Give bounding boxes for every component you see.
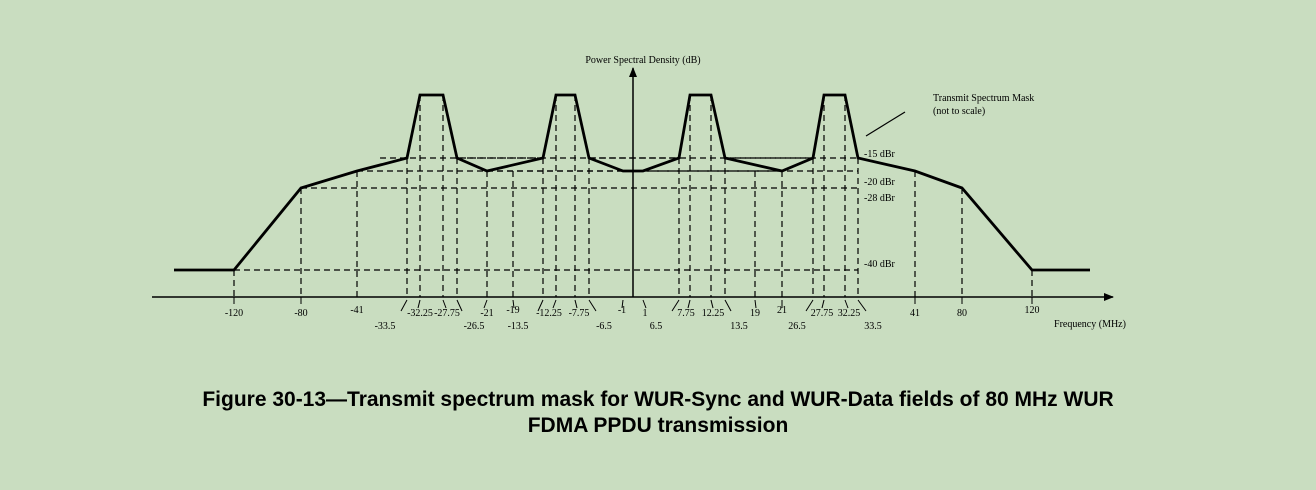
tick-label: -19 — [506, 305, 519, 316]
dashed-guides — [233, 95, 1033, 297]
tick-labels: -120 -80 -41 -33.5 -32.25 -27.75 -26.5 -21 -19 -1… — [225, 305, 1040, 332]
tick-label: -120 — [225, 308, 243, 319]
tick-label: 26.5 — [788, 321, 806, 332]
spectrum-mask-diagram: -120 -80 -41 -33.5 -32.25 -27.75 -26.5 -21 -19 -1… — [152, 55, 1126, 332]
tick-label: -13.5 — [508, 321, 529, 332]
tick-label: -80 — [294, 308, 307, 319]
tick-label: 7.75 — [677, 308, 695, 319]
tick-leader-10 — [574, 299, 578, 309]
tick-label: -27.75 — [434, 308, 460, 319]
tick-label: 21 — [777, 305, 787, 316]
tick-label: 41 — [910, 308, 920, 319]
tick-leader-20 — [805, 299, 814, 312]
y-axis-label: Power Spectral Density (dB) — [585, 55, 700, 66]
annotation-pointer — [865, 111, 906, 137]
tick-label: -6.5 — [596, 321, 612, 332]
tick-leader-13 — [642, 299, 647, 309]
tick-leader-21 — [821, 299, 825, 309]
level-label-20: -20 dBr — [864, 177, 896, 188]
tick-leader-4 — [442, 299, 447, 309]
tick-leader-2 — [400, 299, 408, 312]
tick-label: 27.75 — [811, 308, 834, 319]
tick-leader-3 — [417, 299, 421, 309]
tick-leader-14 — [671, 299, 680, 312]
tick-leader-11 — [588, 299, 597, 312]
tick-label: 33.5 — [864, 321, 882, 332]
mask-annotation-line-2: (not to scale) — [933, 106, 985, 117]
tick-label: 19 — [750, 308, 760, 319]
level-label-40: -40 dBr — [864, 259, 896, 270]
tick-leader-16 — [710, 299, 714, 309]
level-label-28: -28 dBr — [864, 193, 896, 204]
tick-leader-6 — [483, 299, 488, 309]
tick-label: -32.25 — [407, 308, 433, 319]
tick-label: 13.5 — [730, 321, 748, 332]
tick-label: 120 — [1025, 305, 1040, 316]
tick-leader-18 — [754, 299, 757, 309]
mask-line — [174, 93, 1090, 272]
tick-label: -26.5 — [464, 321, 485, 332]
tick-leader-23 — [857, 299, 867, 312]
tick-label: -33.5 — [375, 321, 396, 332]
tick-leader-12 — [621, 299, 624, 309]
tick-label: 12.25 — [702, 308, 725, 319]
tick-leader-8 — [537, 299, 544, 312]
x-axis-label: Frequency (MHz) — [1054, 319, 1126, 330]
tick-leader-9 — [552, 299, 557, 309]
tick-leader-5 — [456, 299, 463, 312]
tick-label: -21 — [480, 308, 493, 319]
tick-label: 32.25 — [838, 308, 861, 319]
caption-line-2: FDMA PPDU transmission — [527, 414, 789, 437]
level-label-15: -15 dBr — [864, 149, 896, 160]
mask-annotation-line-1: Transmit Spectrum Mask — [933, 93, 1034, 104]
tick-leader-17 — [724, 299, 732, 312]
tick-label: 1 — [643, 308, 648, 319]
tick-leader-7 — [512, 299, 515, 309]
tick-label: -12.25 — [536, 308, 562, 319]
tick-label: -41 — [350, 305, 363, 316]
tick-label: -7.75 — [569, 308, 590, 319]
tick-label: 80 — [957, 308, 967, 319]
tick-leaders — [233, 297, 1033, 312]
tick-leader-15 — [687, 299, 691, 309]
caption-line-1: Figure 30-13—Transmit spectrum mask for … — [202, 388, 1114, 411]
tick-label: 6.5 — [650, 321, 663, 332]
figure-caption: Figure 30-13—Transmit spectrum mask for … — [0, 387, 1316, 439]
tick-label: -1 — [618, 305, 626, 316]
tick-leader-22 — [844, 299, 849, 309]
